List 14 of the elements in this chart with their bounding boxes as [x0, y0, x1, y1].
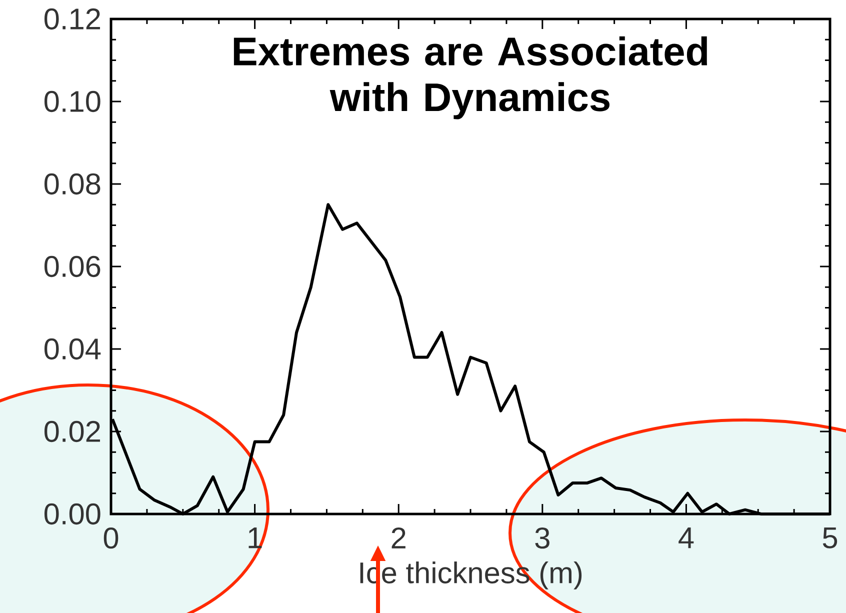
x-tick-label: 4 [678, 528, 694, 548]
x-tick-label: 3 [535, 528, 550, 549]
y-tick-label: 0.06 [44, 256, 100, 278]
y-tick-label: 0.00 [44, 503, 100, 525]
y-tick-label: 0.04 [44, 338, 101, 360]
x-tick-label: 1 [248, 528, 262, 548]
x-tick-label: 0 [104, 528, 118, 549]
y-tick-label: 0.02 [44, 420, 100, 442]
y-tick-label: 0.08 [44, 173, 100, 195]
y-tick-label: 0.10 [44, 90, 100, 112]
x-tick-label: 5 [822, 528, 838, 548]
x-tick-label: 2 [392, 528, 406, 548]
text: Extremes are Associated with Dynamics [234, 36, 708, 120]
y-tick-label: 0.12 [44, 8, 100, 30]
